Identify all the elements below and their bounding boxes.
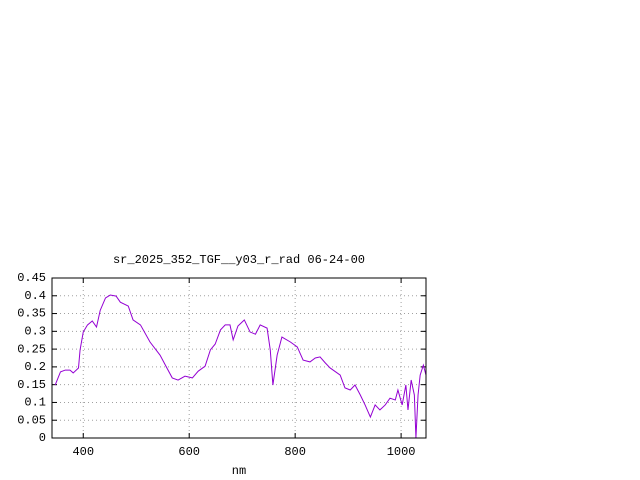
y-tick-label: 0.2 bbox=[24, 360, 46, 374]
x-tick-label: 600 bbox=[178, 445, 200, 459]
y-tick-label: 0.4 bbox=[24, 289, 46, 303]
chart-title: sr_2025_352_TGF__y03_r_rad 06-24-00 bbox=[113, 253, 365, 267]
y-tick-label: 0.05 bbox=[17, 413, 46, 427]
y-tick-label: 0.15 bbox=[17, 378, 46, 392]
y-tick-label: 0.35 bbox=[17, 307, 46, 321]
x-tick-label: 800 bbox=[284, 445, 306, 459]
y-tick-label: 0.25 bbox=[17, 342, 46, 356]
y-tick-label: 0 bbox=[39, 431, 46, 445]
data-line bbox=[54, 294, 427, 439]
x-axis-label: nm bbox=[232, 464, 246, 478]
y-tick-label: 0.1 bbox=[24, 396, 46, 410]
x-tick-label: 1000 bbox=[387, 445, 416, 459]
y-tick-label: 0.3 bbox=[24, 325, 46, 339]
x-tick-label: 400 bbox=[72, 445, 94, 459]
y-tick-label: 0.45 bbox=[17, 271, 46, 285]
plot-area: 0 0.05 0.1 0.15 0.2 0.25 0.3 0.35 0.4 0.45 400 600 8… bbox=[17, 271, 427, 459]
plot-frame bbox=[51, 277, 427, 439]
